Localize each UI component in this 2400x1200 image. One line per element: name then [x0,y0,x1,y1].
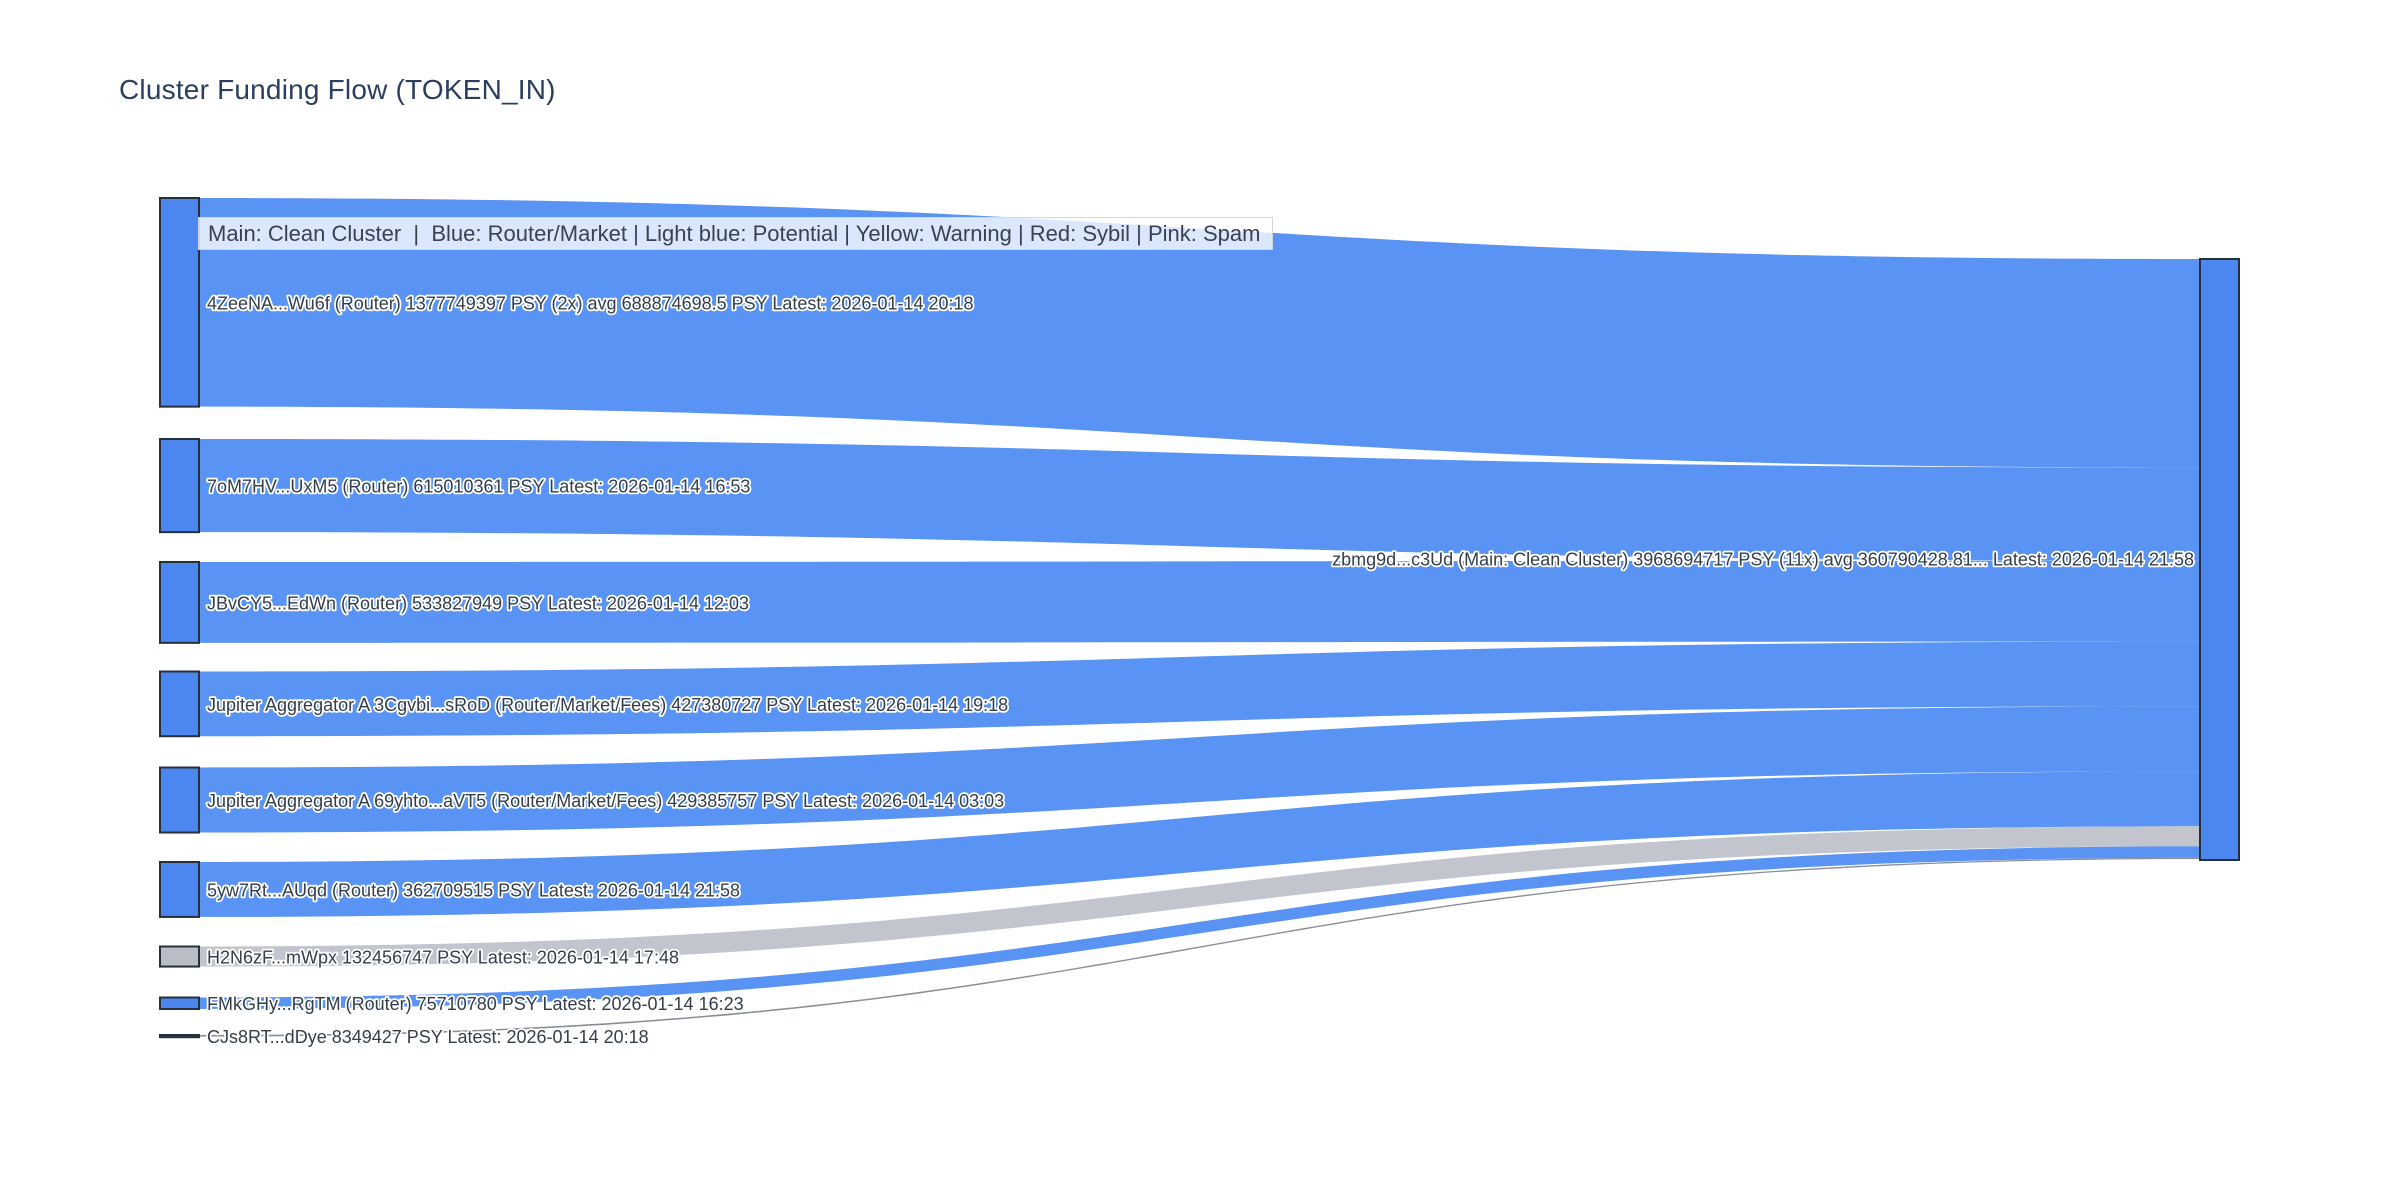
sankey-link[interactable] [199,771,2200,917]
sankey-source-node[interactable] [159,1034,200,1039]
source-node-label: 4ZeeNA...Wu6f (Router) 1377749397 PSY (2… [207,293,974,313]
sankey-target-node[interactable] [2199,258,2240,861]
sankey-link[interactable] [199,706,2200,833]
sankey-link[interactable] [199,439,2200,561]
source-node-label: 5yw7Rt...AUqd (Router) 362709515 PSY Lat… [207,880,740,900]
source-node-label: H2N6zF...mWpx 132456747 PSY Latest: 2026… [207,948,679,968]
sankey-source-node[interactable] [159,197,200,408]
sankey-link[interactable] [199,857,2200,1037]
sankey-source-node[interactable] [159,438,200,534]
source-node-label: JBvCY5...EdWn (Router) 533827949 PSY Lat… [207,593,749,613]
color-legend-note: Main: Clean Cluster | Blue: Router/Marke… [198,217,1274,250]
sankey-nodes [159,197,2240,1039]
sankey-link[interactable] [199,198,2200,468]
source-node-label: Jupiter Aggregator A 69yhto...aVT5 (Rout… [207,791,1004,811]
sankey-link[interactable] [199,846,2200,1009]
sankey-link[interactable] [199,641,2200,737]
sankey-source-node[interactable] [159,766,200,834]
source-node-label: CJs8RT...dDye 8349427 PSY Latest: 2026-0… [207,1027,649,1047]
sankey-source-node[interactable] [159,561,200,644]
target-node-label: zbmg9d...c3Ud (Main: Clean Cluster) 3968… [1332,550,2194,570]
sankey-link[interactable] [199,560,2200,643]
sankey-link[interactable] [199,826,2200,967]
sankey-source-node[interactable] [159,996,200,1010]
source-node-label: 7oM7HV...UxM5 (Router) 615010361 PSY Lat… [207,477,750,497]
sankey-source-node[interactable] [159,945,200,968]
source-node-label: FMkGHy...RgTM (Router) 75710780 PSY Late… [207,994,744,1014]
sankey-source-node[interactable] [159,670,200,738]
sankey-source-node[interactable] [159,861,200,918]
sankey-links [199,198,2200,1037]
chart-title: Cluster Funding Flow (TOKEN_IN) [119,74,556,105]
sankey-labels: 4ZeeNA...Wu6f (Router) 1377749397 PSY (2… [205,292,2196,1049]
source-node-label: Jupiter Aggregator A 3Cgvbi...sRoD (Rout… [207,695,1008,715]
